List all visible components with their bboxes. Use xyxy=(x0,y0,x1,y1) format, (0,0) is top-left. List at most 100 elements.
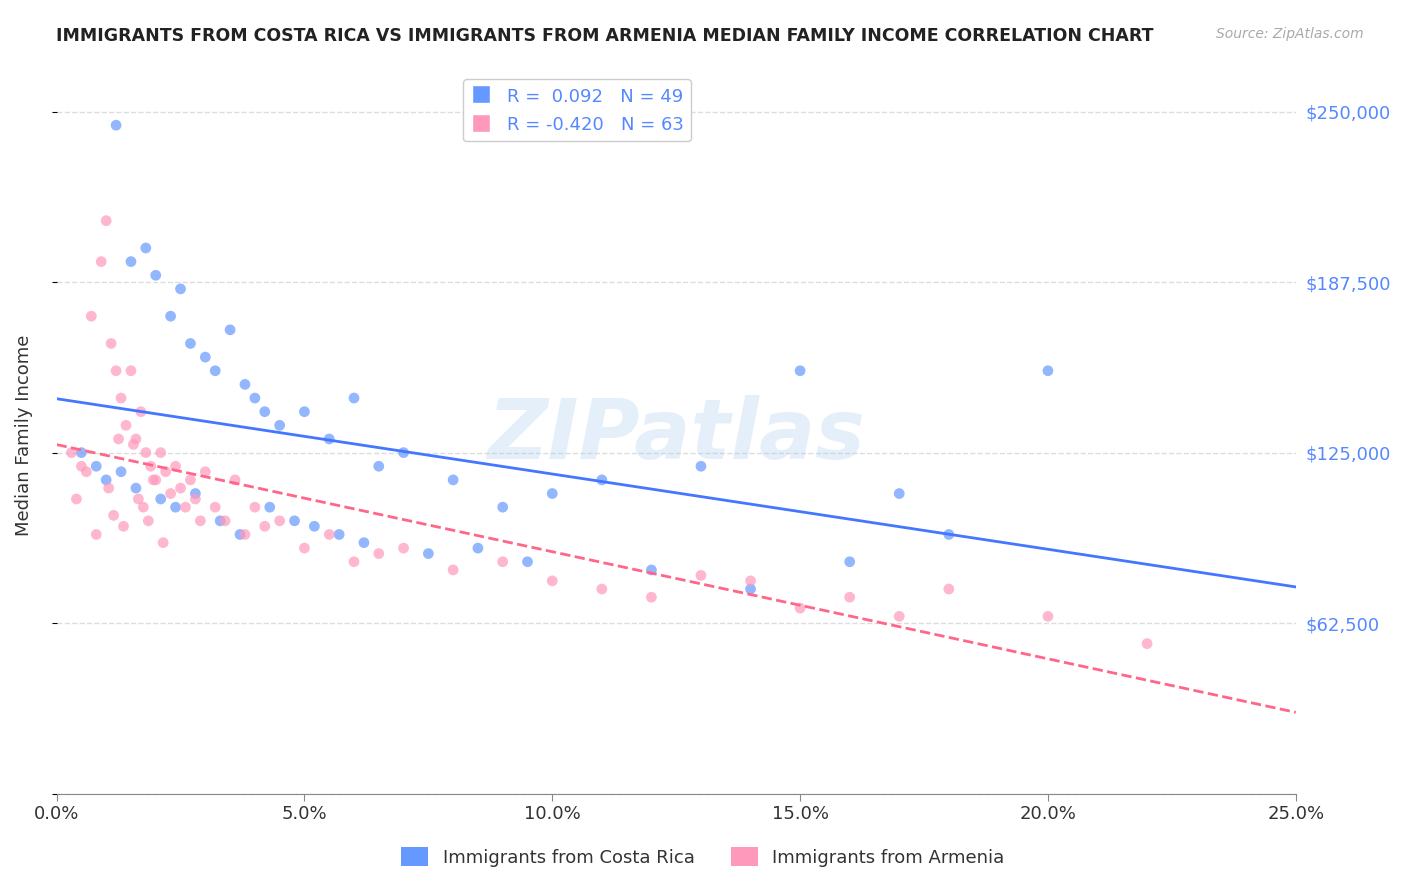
Point xyxy=(304,519,326,533)
Point xyxy=(492,500,515,515)
Text: ZIPatlas: ZIPatlas xyxy=(488,395,865,476)
Point xyxy=(169,481,191,495)
Point xyxy=(367,547,389,561)
Point xyxy=(367,459,389,474)
Point xyxy=(122,437,145,451)
Point xyxy=(229,527,252,541)
Point xyxy=(194,465,217,479)
Point xyxy=(165,500,187,515)
Point xyxy=(640,563,662,577)
Point xyxy=(127,491,149,506)
Point xyxy=(125,432,148,446)
Point xyxy=(938,582,960,596)
Point xyxy=(159,486,181,500)
Point xyxy=(318,432,340,446)
Point xyxy=(103,508,125,523)
Point xyxy=(516,555,538,569)
Point xyxy=(110,391,132,405)
Point xyxy=(204,500,226,515)
Point xyxy=(690,568,713,582)
Point xyxy=(294,541,316,555)
Point xyxy=(214,514,236,528)
Point xyxy=(243,391,266,405)
Point xyxy=(243,500,266,515)
Point xyxy=(541,574,564,588)
Point xyxy=(233,377,256,392)
Point xyxy=(165,459,187,474)
Point xyxy=(179,336,201,351)
Point xyxy=(110,465,132,479)
Point xyxy=(112,519,135,533)
Point xyxy=(328,527,350,541)
Point xyxy=(135,241,157,255)
Point xyxy=(84,527,107,541)
Point xyxy=(294,405,316,419)
Text: Source: ZipAtlas.com: Source: ZipAtlas.com xyxy=(1216,27,1364,41)
Point xyxy=(343,391,366,405)
Text: IMMIGRANTS FROM COSTA RICA VS IMMIGRANTS FROM ARMENIA MEDIAN FAMILY INCOME CORRE: IMMIGRANTS FROM COSTA RICA VS IMMIGRANTS… xyxy=(56,27,1154,45)
Point xyxy=(84,459,107,474)
Point xyxy=(343,555,366,569)
Point xyxy=(591,473,613,487)
Point xyxy=(889,609,911,624)
Point xyxy=(1136,637,1159,651)
Point xyxy=(107,432,129,446)
Point xyxy=(120,254,142,268)
Point xyxy=(392,445,415,459)
Point xyxy=(789,601,811,615)
Point xyxy=(283,514,305,528)
Point xyxy=(179,473,201,487)
Point xyxy=(441,563,464,577)
Point xyxy=(65,491,87,506)
Point xyxy=(132,500,155,515)
Point xyxy=(269,418,291,433)
Point xyxy=(889,486,911,500)
Point xyxy=(233,527,256,541)
Point xyxy=(159,309,181,323)
Point xyxy=(90,254,112,268)
Point xyxy=(149,445,172,459)
Point xyxy=(318,527,340,541)
Point xyxy=(155,465,177,479)
Point xyxy=(219,323,242,337)
Point xyxy=(224,473,246,487)
Point xyxy=(418,547,440,561)
Point xyxy=(184,486,207,500)
Point xyxy=(209,514,232,528)
Point xyxy=(145,268,167,283)
Point xyxy=(97,481,120,495)
Point xyxy=(740,582,762,596)
Point xyxy=(105,118,128,132)
Point xyxy=(139,459,162,474)
Point xyxy=(75,465,97,479)
Point xyxy=(184,491,207,506)
Point xyxy=(125,481,148,495)
Point xyxy=(70,459,93,474)
Y-axis label: Median Family Income: Median Family Income xyxy=(15,334,32,536)
Point xyxy=(591,582,613,596)
Point xyxy=(690,459,713,474)
Point xyxy=(838,555,860,569)
Point xyxy=(105,364,128,378)
Point xyxy=(259,500,281,515)
Point xyxy=(174,500,197,515)
Point xyxy=(392,541,415,555)
Point xyxy=(129,405,152,419)
Point xyxy=(136,514,159,528)
Point xyxy=(938,527,960,541)
Point xyxy=(269,514,291,528)
Point xyxy=(152,535,174,549)
Point xyxy=(441,473,464,487)
Point xyxy=(492,555,515,569)
Point xyxy=(541,486,564,500)
Point xyxy=(204,364,226,378)
Point xyxy=(135,445,157,459)
Point xyxy=(120,364,142,378)
Point xyxy=(169,282,191,296)
Point xyxy=(115,418,138,433)
Point xyxy=(789,364,811,378)
Point xyxy=(100,336,122,351)
Point xyxy=(253,405,276,419)
Point xyxy=(353,535,375,549)
Point xyxy=(145,473,167,487)
